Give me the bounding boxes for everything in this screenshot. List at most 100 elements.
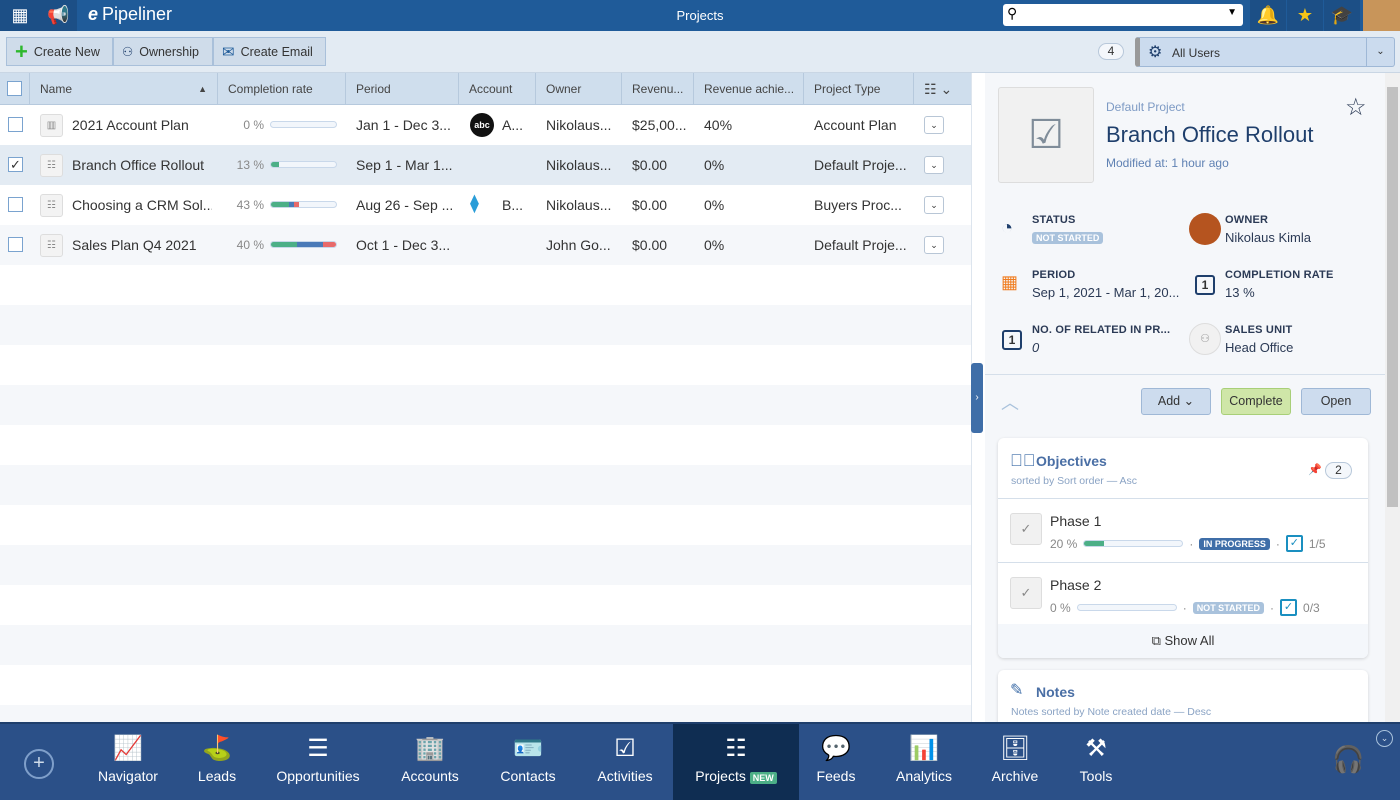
collapse-panel-handle[interactable]: › — [971, 363, 983, 433]
create-email-label: Create Email — [240, 44, 313, 59]
feeds-icon: 💬 — [821, 735, 851, 762]
external-link-icon: ⧉ — [1151, 633, 1161, 648]
account[interactable] — [492, 145, 532, 185]
objective-name[interactable]: Phase 2 — [1050, 577, 1102, 593]
detail-panel: ☑ Default Project Branch Office Rollout … — [985, 73, 1385, 722]
nav-projects[interactable]: ☷ Projects NEW — [673, 724, 799, 800]
nav-label: Opportunities — [276, 768, 360, 784]
user-filter-dropdown[interactable]: ⚙ All Users ⌄ — [1135, 37, 1395, 67]
objectives-title[interactable]: Objectives — [1036, 453, 1107, 469]
column-owner[interactable]: Owner — [536, 73, 622, 105]
row-checkbox[interactable] — [8, 117, 23, 132]
completion-pct: 40 % — [236, 238, 264, 252]
nav-archive[interactable]: 🗄 Archive — [978, 724, 1052, 800]
add-button[interactable]: Add ⌄ — [1141, 388, 1211, 415]
star-icon[interactable]: ★ — [1287, 0, 1323, 31]
status-label: STATUS — [1032, 214, 1076, 226]
project-name[interactable]: Branch Office Rollout — [72, 157, 205, 173]
chevron-down-icon[interactable]: ▼ — [1227, 7, 1237, 18]
headset-support-icon[interactable]: 🎧 — [1332, 744, 1365, 774]
column-completion[interactable]: Completion rate — [218, 73, 346, 105]
accounts-icon: 🏢 — [415, 735, 445, 762]
nav-tools[interactable]: ⚒ Tools — [1068, 724, 1124, 800]
owner-value[interactable]: Nikolaus Kimla — [1225, 230, 1311, 245]
table-row[interactable]: ✓ ☷ Branch Office Rollout 13 % Sep 1 - M… — [0, 145, 971, 185]
search-icon: ⚲ — [1007, 5, 1018, 21]
objective-item[interactable]: ✓ Phase 2 0 % · NOT STARTED · ✓ 0/3 — [998, 562, 1368, 626]
row-checkbox[interactable] — [8, 197, 23, 212]
apps-grid-icon[interactable]: ▦ — [0, 0, 40, 31]
table-row[interactable]: ▥ 2021 Account Plan 0 % Jan 1 - Dec 3...… — [0, 105, 971, 145]
revenue: $0.00 — [632, 157, 668, 173]
column-name[interactable]: Name ▲ — [30, 73, 218, 105]
nav-opportunities[interactable]: ☰ Opportunities — [264, 724, 372, 800]
avatar[interactable] — [1363, 0, 1400, 31]
objective-item[interactable]: ✓ Phase 1 20 % · IN PROGRESS · ✓ 1/5 — [998, 498, 1368, 562]
nav-navigator[interactable]: 📈 Navigator — [97, 724, 159, 800]
project-name[interactable]: Choosing a CRM Sol... — [72, 197, 212, 213]
row-checkbox[interactable]: ✓ — [8, 157, 23, 172]
column-settings-icon[interactable]: ☷ ⌄ — [924, 81, 953, 97]
complete-button[interactable]: Complete — [1221, 388, 1291, 415]
show-all-button[interactable]: ⧉ Show All — [998, 624, 1368, 658]
modified-label: Modified at: — [1106, 156, 1169, 170]
revenue: $0.00 — [632, 197, 668, 213]
account[interactable]: B... — [502, 197, 524, 213]
status-field: STATUS NOT STARTED — [1032, 214, 1104, 244]
row-checkbox[interactable] — [8, 237, 23, 252]
notes-title[interactable]: Notes — [1036, 684, 1075, 700]
row-menu-chevron-icon[interactable]: ⌄ — [924, 236, 944, 254]
favorite-star-icon[interactable]: ☆ — [1345, 94, 1367, 121]
project-name[interactable]: 2021 Account Plan — [72, 117, 189, 133]
row-menu-chevron-icon[interactable]: ⌄ — [924, 196, 944, 214]
search-input[interactable]: ⚲ ▼ — [1003, 4, 1243, 26]
column-account[interactable]: Account — [459, 73, 536, 105]
pin-icon[interactable]: 📌 — [1308, 464, 1322, 476]
account[interactable] — [492, 225, 532, 265]
create-email-button[interactable]: ✉ Create Email — [213, 37, 326, 66]
analytics-icon: 📊 — [909, 735, 939, 762]
account-logo: ⧫ — [470, 193, 479, 213]
objective-name[interactable]: Phase 1 — [1050, 513, 1102, 529]
divider — [985, 374, 1385, 375]
table-row[interactable]: ☷ Choosing a CRM Sol... 43 % Aug 26 - Se… — [0, 185, 971, 225]
graduation-cap-icon[interactable]: 🎓 — [1324, 0, 1360, 31]
nav-activities[interactable]: ☑ Activities — [582, 724, 668, 800]
completion-bar — [270, 241, 337, 248]
column-revenue-achieved[interactable]: Revenue achie... — [694, 73, 804, 105]
task-check-icon: ✓ — [1285, 535, 1303, 552]
row-menu-chevron-icon[interactable]: ⌄ — [924, 116, 944, 134]
scrollbar-thumb[interactable] — [1387, 87, 1398, 507]
column-revenue[interactable]: Revenu... — [622, 73, 694, 105]
panel-scrollbar[interactable] — [1385, 73, 1400, 722]
account[interactable]: A... — [502, 117, 524, 133]
objective-progress — [1076, 604, 1177, 611]
chevron-up-icon[interactable]: ︿ — [1001, 393, 1019, 413]
row-menu-chevron-icon[interactable]: ⌄ — [924, 156, 944, 174]
chevron-down-icon[interactable]: ⌄ — [1376, 730, 1393, 747]
progress-segment — [289, 202, 294, 207]
chevron-down-icon[interactable]: ⌄ — [1366, 38, 1394, 66]
status-badge: NOT STARTED — [1032, 232, 1104, 244]
empty-row — [0, 585, 971, 625]
nav-label: Accounts — [401, 768, 459, 784]
project-name[interactable]: Sales Plan Q4 2021 — [72, 237, 197, 253]
nav-feeds[interactable]: 💬 Feeds — [807, 724, 865, 800]
nav-leads[interactable]: ⛳ Leads — [187, 724, 247, 800]
column-period[interactable]: Period — [346, 73, 459, 105]
column-project-type[interactable]: Project Type — [804, 73, 914, 105]
quick-add-icon[interactable]: + — [24, 749, 54, 779]
create-new-button[interactable]: + Create New — [6, 37, 113, 66]
select-all-checkbox[interactable] — [7, 81, 22, 96]
open-button[interactable]: Open — [1301, 388, 1371, 415]
completion-pct: 0 % — [243, 118, 264, 132]
ownership-button[interactable]: ⚇ Ownership — [113, 37, 213, 66]
nav-accounts[interactable]: 🏢 Accounts — [388, 724, 472, 800]
completion-pct: 13 % — [236, 158, 264, 172]
table-row[interactable]: ☷ Sales Plan Q4 2021 40 % Oct 1 - Dec 3.… — [0, 225, 971, 265]
bell-icon[interactable]: 🔔 — [1250, 0, 1286, 31]
nav-contacts[interactable]: 🪪 Contacts — [488, 724, 568, 800]
megaphone-icon[interactable]: 📢 — [40, 0, 77, 31]
empty-row — [0, 305, 971, 345]
nav-analytics[interactable]: 📊 Analytics — [882, 724, 966, 800]
